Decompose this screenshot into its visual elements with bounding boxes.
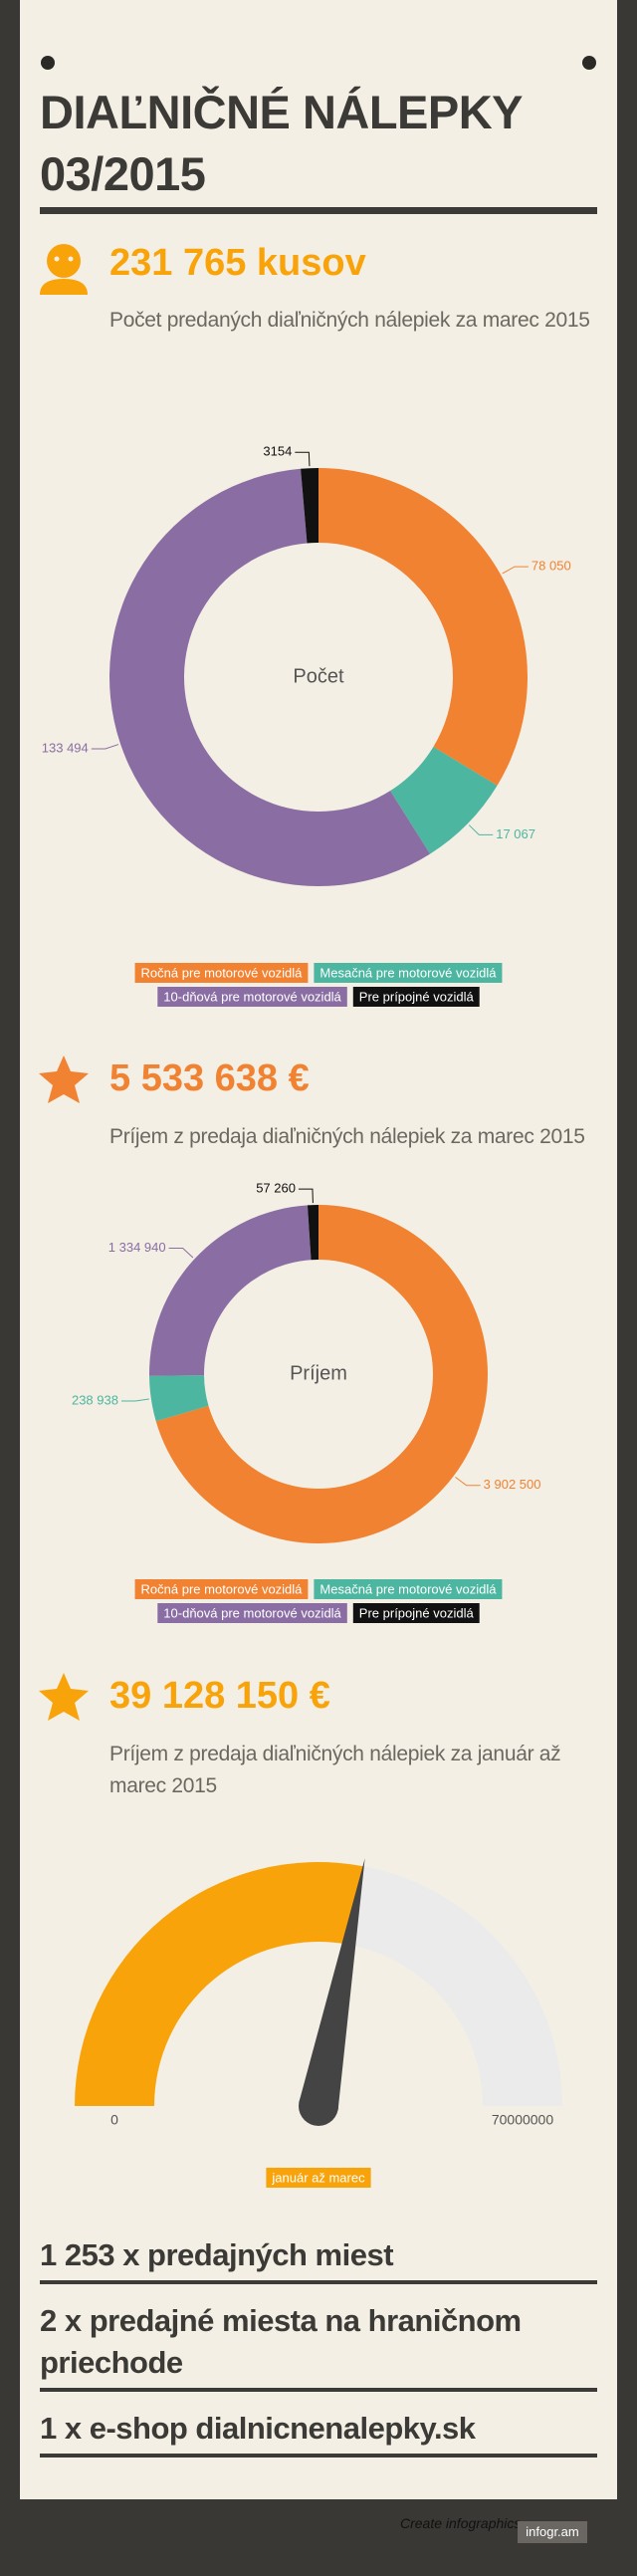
donut-segment [149,1375,209,1422]
legend-item: Mesačná pre motorové vozidlá [314,1579,503,1599]
gauge-needle [299,1858,365,2110]
legend-label: Ročná pre motorové vozidlá [141,1581,304,1596]
legend-item: Pre prípojné vozidlá [352,1603,480,1623]
legend-label: 10-dňová pre motorové vozidlá [163,1605,341,1620]
donut-segment [318,468,529,786]
stat-description: Príjem z predaja diaľničných nálepiek za… [109,1125,585,1148]
leader-line [455,1476,481,1487]
legend-label: Ročná pre motorové vozidlá [141,965,304,980]
star-icon [39,1673,89,1721]
pin [41,56,55,70]
brand: infogr.am [518,2521,587,2543]
data-label: 17 067 [496,826,535,841]
data-label: 3 902 500 [484,1477,541,1492]
donut-segment [301,468,318,544]
legend-item: Pre prípojné vozidlá [352,987,480,1007]
legend-label: január až marec [271,2170,365,2185]
legend-swatch [352,1603,480,1623]
legend-label: Pre prípojné vozidlá [359,1605,475,1620]
donut-segment [149,1205,312,1376]
legend-item: 10-dňová pre motorové vozidlá [157,1603,347,1623]
legend-label: Mesačná pre motorové vozidlá [319,965,497,980]
legend-swatch [266,2168,371,2188]
center-label: Počet [293,665,344,687]
legend-swatch [314,963,503,983]
stat-description: Príjem z predaja diaľničných nálepiek za… [109,1743,561,1797]
fact: 1 253 x predajných miest [40,2228,597,2284]
icon-detail [54,256,60,262]
stat-description: Počet predaných diaľničných nálepiek za … [109,309,590,332]
pin [582,56,596,70]
data-label: 1 334 940 [108,1240,166,1255]
data-label: 78 050 [531,559,571,574]
legend-swatch [314,1579,503,1599]
leader-line [168,1248,194,1259]
donut-segment [155,1205,488,1544]
legend-item: Ročná pre motorové vozidlá [134,963,309,983]
gauge-tick-label: 0 [110,2112,118,2128]
donut-segment [109,468,431,886]
stat-value: 5 533 638 € [109,1057,310,1099]
donut-segment [307,1205,318,1261]
gauge-tick-label: 70000000 [492,2112,554,2128]
stat-value: 231 765 kusov [109,242,366,284]
leader-line [502,566,529,575]
data-label: 133 494 [42,740,89,755]
data-label: 3154 [263,444,292,459]
leader-line [468,824,494,835]
data-label: 238 938 [72,1392,118,1407]
gauge-fill [75,1862,364,2106]
needle-hub [299,2086,338,2126]
legend-swatch [157,987,347,1007]
legend-swatch [157,1603,347,1623]
fact: 1 x e-shop dialnicnenalepky.sk [40,2402,597,2458]
star-icon [39,1055,89,1103]
center-label: Príjem [290,1362,347,1384]
icon-detail [68,256,74,262]
legend-swatch [134,1579,309,1599]
legend-item: Ročná pre motorové vozidlá [134,1579,309,1599]
legend-swatch [134,963,309,983]
title: DIAĽNIČNÉ NÁLEPKY 03/2015 [40,82,597,214]
leader-line [120,1398,149,1402]
leader-line [295,451,311,467]
person-icon [40,244,88,295]
legend-label: Mesačná pre motorové vozidlá [319,1581,497,1596]
stat-value: 39 128 150 € [109,1675,330,1717]
leader-line [298,1188,314,1204]
legend-swatch [352,987,480,1007]
donut-segment [390,747,498,854]
data-label: 57 260 [256,1181,296,1196]
legend-item: 10-dňová pre motorové vozidlá [157,987,347,1007]
legend-label: 10-dňová pre motorové vozidlá [163,989,341,1004]
leader-line [91,744,119,750]
legend-item: Mesačná pre motorové vozidlá [314,963,503,983]
legend-label: Pre prípojné vozidlá [359,989,475,1004]
footer-text: Create infographics [400,2515,522,2531]
facts: 1 253 x predajných miest 2 x predajné mi… [40,2228,597,2467]
fact: 2 x predajné miesta na hraničnom priecho… [40,2294,597,2392]
